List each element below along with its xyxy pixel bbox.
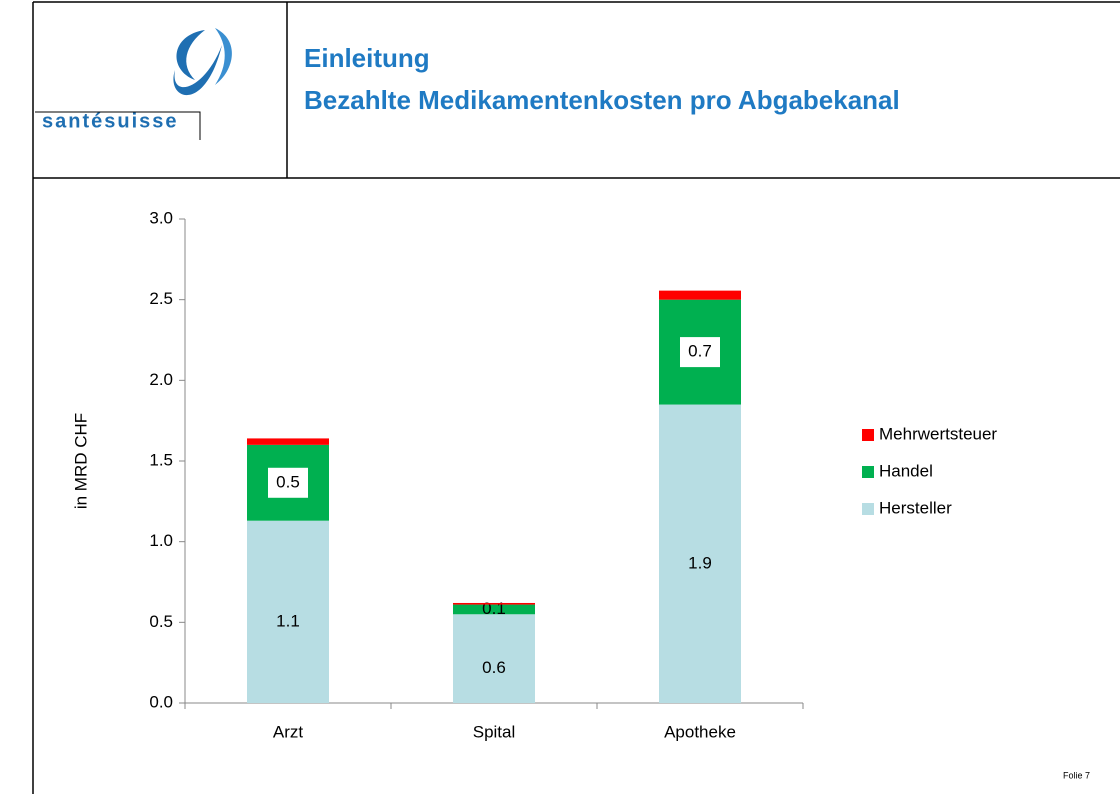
- y-tick-label: 1.0: [149, 531, 173, 550]
- bar-segment: [453, 602, 535, 605]
- label-box: [680, 337, 720, 368]
- y-tick-label: 2.0: [149, 370, 173, 389]
- bar-segment: [453, 614, 535, 703]
- bar-segment: [247, 438, 329, 445]
- bar-segment: [247, 520, 329, 703]
- x-tick-label: Spital: [473, 722, 516, 741]
- legend-label: Handel: [879, 461, 933, 480]
- value-label: 0.1: [482, 599, 506, 618]
- y-tick-label: 0.5: [149, 612, 173, 631]
- legend-label: Mehrwertsteuer: [879, 424, 997, 443]
- legend-swatch: [862, 466, 874, 478]
- footer: Folie 7: [1063, 770, 1090, 780]
- value-label: 1.9: [688, 553, 712, 572]
- subtitle: Bezahlte Medikamentenkosten pro Abgabeka…: [304, 85, 900, 115]
- logo-text: santésuisse: [42, 110, 179, 132]
- x-tick-label: Apotheke: [664, 722, 736, 741]
- y-tick-label: 2.5: [149, 289, 173, 308]
- value-label: 0.7: [688, 342, 712, 361]
- frame: [32, 1, 1120, 794]
- logo: santésuisse: [35, 28, 232, 140]
- y-tick-label: 0.0: [149, 692, 173, 711]
- value-label: 0.5: [276, 472, 300, 491]
- label-box: [268, 467, 308, 498]
- y-tick-label: 3.0: [149, 208, 173, 227]
- title: Einleitung: [304, 43, 430, 73]
- bar-segment: [659, 404, 741, 703]
- value-label: 0.6: [482, 658, 506, 677]
- value-label: 1.1: [276, 611, 300, 630]
- bar-segment: [453, 604, 535, 615]
- y-axis-label: in MRD CHF: [71, 413, 90, 509]
- legend-swatch: [862, 503, 874, 515]
- legend-label: Hersteller: [879, 498, 952, 517]
- y-tick-label: 1.5: [149, 450, 173, 469]
- bar-segment: [659, 290, 741, 300]
- x-tick-label: Arzt: [273, 722, 304, 741]
- legend-swatch: [862, 429, 874, 441]
